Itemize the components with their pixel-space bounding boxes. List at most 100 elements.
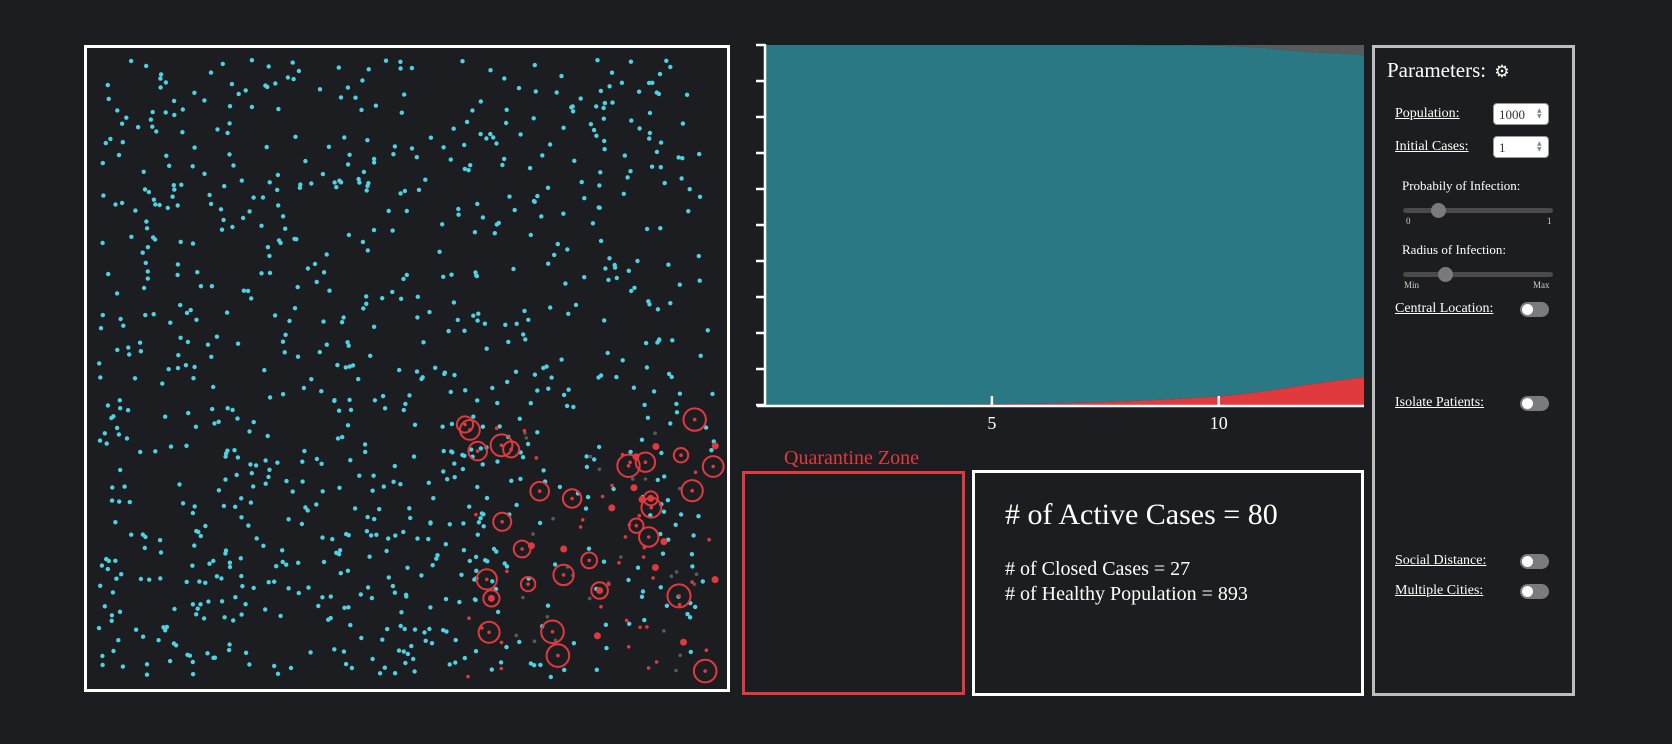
healthy-dot	[476, 520, 482, 525]
radius-slider[interactable]	[1403, 267, 1553, 282]
probability-slider-thumb[interactable]	[1430, 203, 1446, 218]
healthy-dot	[602, 147, 607, 152]
isolate-patients-toggle[interactable]	[1520, 396, 1549, 411]
healthy-dot	[460, 466, 466, 472]
healthy-dot	[571, 404, 576, 410]
healthy-dot	[471, 313, 476, 318]
toggle-knob	[1522, 586, 1533, 597]
healthy-dot	[146, 189, 152, 195]
healthy-dot	[514, 502, 519, 508]
healthy-dot	[222, 184, 227, 189]
healthy-dot	[658, 165, 663, 170]
healthy-dot	[348, 407, 354, 413]
healthy-dot	[249, 104, 255, 110]
healthy-dot	[251, 419, 256, 425]
healthy-dot	[320, 489, 325, 494]
infected-dot	[561, 488, 583, 509]
healthy-dot	[606, 277, 611, 283]
healthy-dot	[460, 59, 465, 64]
healthy-dot	[143, 312, 148, 318]
healthy-dot	[535, 430, 540, 435]
infected-dot	[534, 456, 539, 460]
healthy-dot	[427, 626, 432, 632]
healthy-dot	[348, 622, 353, 628]
healthy-dot	[365, 138, 370, 143]
healthy-dot	[660, 551, 666, 556]
radius-slider-thumb[interactable]	[1438, 267, 1453, 282]
healthy-dot	[358, 592, 363, 597]
healthy-dot	[364, 301, 369, 306]
spinner-arrows-icon[interactable]: ▲ ▼	[1537, 140, 1542, 153]
healthy-dot	[299, 521, 305, 527]
parameters-title-text: Parameters:	[1387, 58, 1487, 82]
infected-dot	[474, 512, 478, 517]
healthy-dot	[368, 353, 373, 358]
healthy-dot	[639, 437, 645, 442]
closed-dot	[694, 572, 699, 576]
multiple-cities-toggle[interactable]	[1520, 584, 1549, 599]
healthy-dot	[412, 627, 418, 632]
population-input[interactable]: 1000 ▲ ▼	[1493, 103, 1549, 125]
healthy-dot	[278, 613, 283, 619]
healthy-dot	[343, 661, 349, 667]
healthy-dot	[267, 395, 273, 400]
healthy-dot	[103, 140, 108, 146]
healthy-dot	[403, 592, 409, 597]
healthy-dot	[428, 605, 433, 610]
closed-dot	[588, 454, 593, 459]
infected-dot	[499, 640, 504, 645]
healthy-dot	[142, 545, 147, 551]
healthy-dot	[658, 585, 663, 590]
healthy-dot	[227, 104, 233, 109]
healthy-dot	[371, 324, 377, 329]
healthy-dot	[360, 239, 366, 245]
gear-icon[interactable]: ⚙	[1494, 62, 1510, 81]
healthy-dot	[210, 406, 215, 412]
healthy-dot	[594, 667, 599, 672]
healthy-dot	[240, 584, 245, 589]
probability-slider[interactable]	[1403, 203, 1553, 218]
healthy-dot	[191, 376, 196, 381]
healthy-dot	[603, 266, 608, 271]
healthy-dot	[456, 212, 461, 217]
healthy-dot	[144, 219, 149, 224]
healthy-dot	[709, 448, 714, 453]
healthy-dot	[698, 353, 703, 358]
spinner-arrows-icon[interactable]: ▲ ▼	[1537, 107, 1542, 120]
healthy-dot	[504, 644, 509, 650]
healthy-dot	[345, 340, 350, 345]
social-distance-toggle[interactable]	[1520, 554, 1549, 569]
healthy-dot	[602, 100, 608, 106]
healthy-dot	[598, 170, 603, 175]
healthy-dot	[629, 118, 634, 123]
healthy-dot	[347, 397, 352, 403]
central-location-toggle[interactable]	[1520, 302, 1549, 317]
infected-dot	[628, 517, 645, 534]
healthy-dot	[280, 392, 286, 397]
healthy-dot	[399, 110, 404, 115]
infected-dot	[600, 494, 605, 499]
healthy-dot	[275, 671, 281, 676]
healthy-dot	[110, 485, 115, 490]
closed-dot	[531, 532, 535, 536]
healthy-dot	[292, 306, 298, 311]
healthy-dot	[457, 599, 462, 605]
healthy-dot	[116, 432, 122, 437]
healthy-dot	[190, 241, 196, 246]
healthy-dot	[566, 387, 571, 392]
healthy-dot	[412, 422, 418, 427]
healthy-dot	[205, 342, 211, 347]
healthy-dot	[96, 625, 102, 631]
healthy-dot	[535, 388, 540, 393]
initial-cases-input[interactable]: 1 ▲ ▼	[1493, 136, 1549, 158]
healthy-dot	[601, 105, 606, 111]
healthy-dot	[679, 176, 684, 181]
healthy-dot	[440, 222, 445, 227]
infected-dot	[677, 602, 682, 607]
healthy-dot	[503, 322, 508, 327]
healthy-dot	[680, 156, 685, 161]
healthy-dot	[598, 238, 604, 244]
healthy-dot	[296, 590, 301, 596]
healthy-dot	[697, 194, 703, 199]
healthy-dot	[470, 108, 475, 113]
